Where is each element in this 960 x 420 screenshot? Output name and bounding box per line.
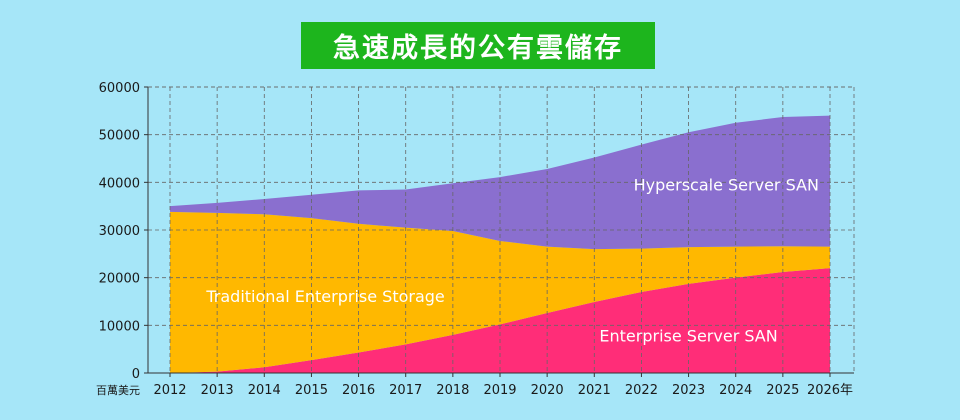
series-labels: Enterprise Server SAN Traditional Enterpr… xyxy=(205,176,819,346)
grid-lines xyxy=(148,86,854,373)
y-tick-label: 40000 xyxy=(99,176,140,191)
y-tick-label: 10000 xyxy=(99,319,140,334)
series-label-traditional-enterprise-storage: Traditional Enterprise Storage xyxy=(205,287,444,306)
x-tick-label: 2024 xyxy=(719,383,752,398)
axes xyxy=(144,86,855,377)
y-tick-label: 30000 xyxy=(99,224,140,239)
x-tick-label: 2013 xyxy=(201,383,234,398)
x-tick-label: 2018 xyxy=(436,383,469,398)
x-tick-label: 2015 xyxy=(295,383,328,398)
x-tick-label: 2014 xyxy=(248,383,281,398)
series-label-enterprise-server-san: Enterprise Server SAN xyxy=(599,327,777,346)
tick-labels: 0 10000 20000 30000 40000 50000 60000 2012 2013 2… xyxy=(96,81,853,398)
y-tick-label: 50000 xyxy=(99,129,140,144)
x-tick-label: 2025 xyxy=(766,383,799,398)
x-tick-label: 2020 xyxy=(531,383,564,398)
y-tick-label: 60000 xyxy=(99,81,140,96)
x-tick-label: 2026年 xyxy=(807,383,853,398)
x-tick-label: 2021 xyxy=(578,383,611,398)
y-tick-label: 0 xyxy=(132,367,140,382)
series-label-hyperscale-server-san: Hyperscale Server SAN xyxy=(634,176,819,195)
x-tick-label: 2022 xyxy=(625,383,658,398)
y-tick-label: 20000 xyxy=(99,272,140,287)
x-tick-label: 2012 xyxy=(153,383,186,398)
chart-title: 急速成長的公有雲儲存 xyxy=(301,22,655,69)
x-tick-label: 2017 xyxy=(389,383,422,398)
area-enterprise-server-san xyxy=(170,268,830,373)
y-unit-label: 百萬美元 xyxy=(96,384,140,397)
x-tick-label: 2023 xyxy=(672,383,705,398)
x-tick-label: 2016 xyxy=(342,383,375,398)
x-tick-label: 2019 xyxy=(483,383,516,398)
